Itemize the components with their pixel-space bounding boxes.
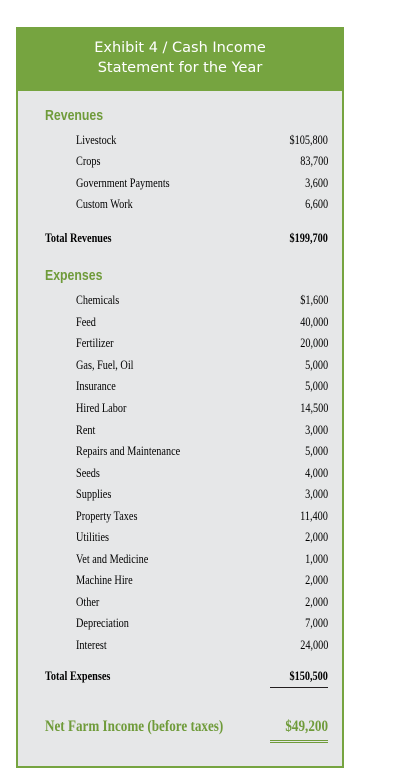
revenues-heading: Revenues	[45, 107, 104, 124]
revenue-value: $105,800	[289, 133, 328, 147]
expense-row: Gas, Fuel, Oil 5,000	[76, 355, 342, 375]
expense-label: Interest	[76, 638, 107, 652]
revenue-row: Livestock $105,800	[76, 130, 342, 150]
total-revenues-row: Total Revenues $199,700	[45, 228, 342, 248]
expense-value: 2,000	[304, 573, 328, 587]
net-farm-income-row: Net Farm Income (before taxes) $49,200	[45, 715, 342, 739]
expense-label: Utilities	[76, 530, 110, 544]
expense-value: 5,000	[304, 444, 328, 458]
expense-label: Property Taxes	[76, 509, 138, 523]
expense-label: Rent	[76, 423, 96, 437]
total-revenues-label: Total Revenues	[45, 231, 112, 245]
expenses-heading: Expenses	[45, 267, 103, 284]
expense-row: Chemicals $1,600	[76, 290, 342, 310]
expense-label: Seeds	[76, 466, 100, 480]
exhibit-header: Exhibit 4 / Cash Income Statement for th…	[18, 29, 342, 91]
total-expenses-value: $150,500	[289, 669, 328, 683]
expense-label: Repairs and Maintenance	[76, 444, 181, 458]
expense-row: Repairs and Maintenance 5,000	[76, 441, 342, 461]
expense-label: Gas, Fuel, Oil	[76, 358, 134, 372]
expense-label: Machine Hire	[76, 573, 133, 587]
expense-value: 1,000	[304, 552, 328, 566]
expense-row: Seeds 4,000	[76, 463, 342, 483]
revenue-value: 3,600	[304, 176, 328, 190]
revenue-row: Government Payments 3,600	[76, 173, 342, 193]
expense-value: 3,000	[304, 487, 328, 501]
expense-label: Fertilizer	[76, 336, 114, 350]
expense-value: 2,000	[304, 595, 328, 609]
revenue-row: Crops 83,700	[76, 151, 342, 171]
net-farm-income-label: Net Farm Income (before taxes)	[45, 718, 224, 735]
exhibit-title-line2: Statement for the Year	[97, 60, 263, 76]
expense-value: 3,000	[304, 423, 328, 437]
expense-row: Other 2,000	[76, 592, 342, 612]
expense-row: Supplies 3,000	[76, 484, 342, 504]
revenue-label: Crops	[76, 154, 101, 168]
net-farm-income-double-underline	[270, 740, 328, 743]
revenue-label: Custom Work	[76, 197, 133, 211]
expense-row: Insurance 5,000	[76, 376, 342, 396]
revenue-value: 6,600	[304, 197, 328, 211]
expense-label: Hired Labor	[76, 401, 127, 415]
expense-row: Depreciation 7,000	[76, 613, 342, 633]
expense-label: Other	[76, 595, 100, 609]
expense-label: Supplies	[76, 487, 112, 501]
revenue-row: Custom Work 6,600	[76, 194, 342, 214]
cash-income-statement-exhibit: Exhibit 4 / Cash Income Statement for th…	[16, 27, 344, 768]
expense-value: 2,000	[304, 530, 328, 544]
total-expenses-row: Total Expenses $150,500	[45, 666, 342, 686]
exhibit-title-line1: Exhibit 4 / Cash Income	[94, 40, 266, 56]
expense-value: $1,600	[299, 293, 328, 307]
expense-value: 5,000	[304, 358, 328, 372]
expense-value: 20,000	[299, 336, 328, 350]
expense-row: Fertilizer 20,000	[76, 333, 342, 353]
expense-value: 11,400	[300, 509, 328, 523]
revenue-label: Government Payments	[76, 176, 170, 190]
expense-value: 7,000	[304, 616, 328, 630]
total-expenses-label: Total Expenses	[45, 669, 111, 683]
net-farm-income-value: $49,200	[285, 718, 328, 735]
expense-value: 40,000	[299, 315, 328, 329]
expense-row: Property Taxes 11,400	[76, 506, 342, 526]
expense-row: Machine Hire 2,000	[76, 570, 342, 590]
expense-label: Feed	[76, 315, 96, 329]
expense-value: 4,000	[304, 466, 328, 480]
expense-row: Rent 3,000	[76, 420, 342, 440]
expense-value: 24,000	[299, 638, 328, 652]
expense-label: Depreciation	[76, 616, 129, 630]
expense-row: Utilities 2,000	[76, 527, 342, 547]
revenue-value: 83,700	[299, 154, 328, 168]
expense-label: Vet and Medicine	[76, 552, 149, 566]
expense-label: Chemicals	[76, 293, 120, 307]
expense-label: Insurance	[76, 379, 116, 393]
revenue-label: Livestock	[76, 133, 117, 147]
total-expenses-underline	[270, 687, 328, 688]
expense-value: 5,000	[304, 379, 328, 393]
expense-row: Feed 40,000	[76, 312, 342, 332]
expense-row: Interest 24,000	[76, 635, 342, 655]
expense-row: Hired Labor 14,500	[76, 398, 342, 418]
total-revenues-value: $199,700	[289, 231, 328, 245]
expense-value: 14,500	[299, 401, 328, 415]
expense-row: Vet and Medicine 1,000	[76, 549, 342, 569]
